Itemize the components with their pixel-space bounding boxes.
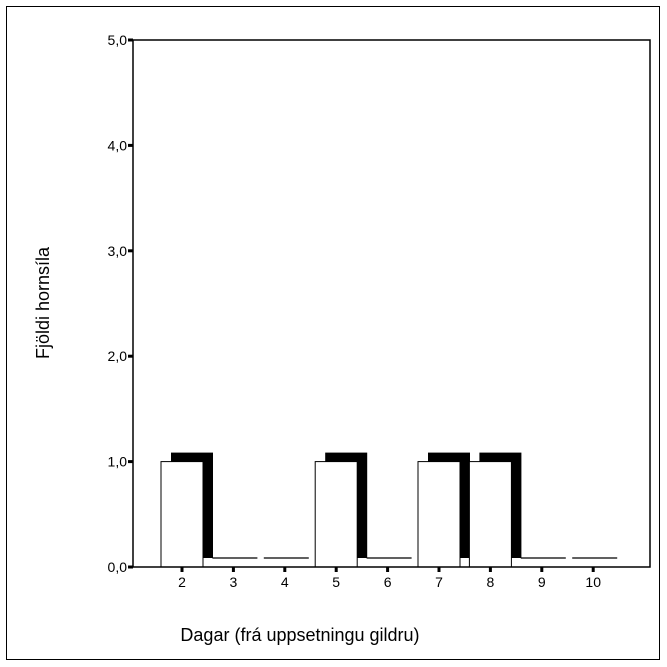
x-axis-ticks: 2 3 4 5 6 7 8 9 10	[178, 567, 601, 590]
bar-8	[468, 461, 512, 568]
y-tick-label: 3,0	[108, 243, 128, 259]
x-tick-label: 6	[384, 574, 392, 590]
y-tick-label: 2,0	[108, 348, 128, 364]
x-tick-label: 5	[332, 574, 340, 590]
bar-layer	[160, 461, 618, 568]
y-tick-label: 0,0	[108, 559, 128, 575]
bar-7	[417, 461, 461, 568]
plot-frame	[132, 39, 651, 568]
bar-5	[314, 461, 358, 568]
y-tick-label: 5,0	[108, 32, 128, 48]
y-tick-label: 4,0	[108, 137, 128, 153]
x-tick-label: 8	[487, 574, 495, 590]
y-axis-title: Fjöldi hornsíla	[33, 246, 53, 359]
bar-2	[160, 461, 204, 568]
x-tick-label: 4	[281, 574, 289, 590]
y-axis-ticks: 0,0 1,0 2,0 3,0 4,0 5,0	[108, 32, 133, 575]
y-tick-label: 1,0	[108, 454, 128, 470]
x-tick-label: 9	[538, 574, 546, 590]
x-tick-label: 10	[585, 574, 601, 590]
x-axis-title: Dagar (frá uppsetningu gildru)	[180, 625, 419, 645]
x-tick-label: 3	[230, 574, 238, 590]
x-tick-label: 7	[435, 574, 443, 590]
x-tick-label: 2	[178, 574, 186, 590]
